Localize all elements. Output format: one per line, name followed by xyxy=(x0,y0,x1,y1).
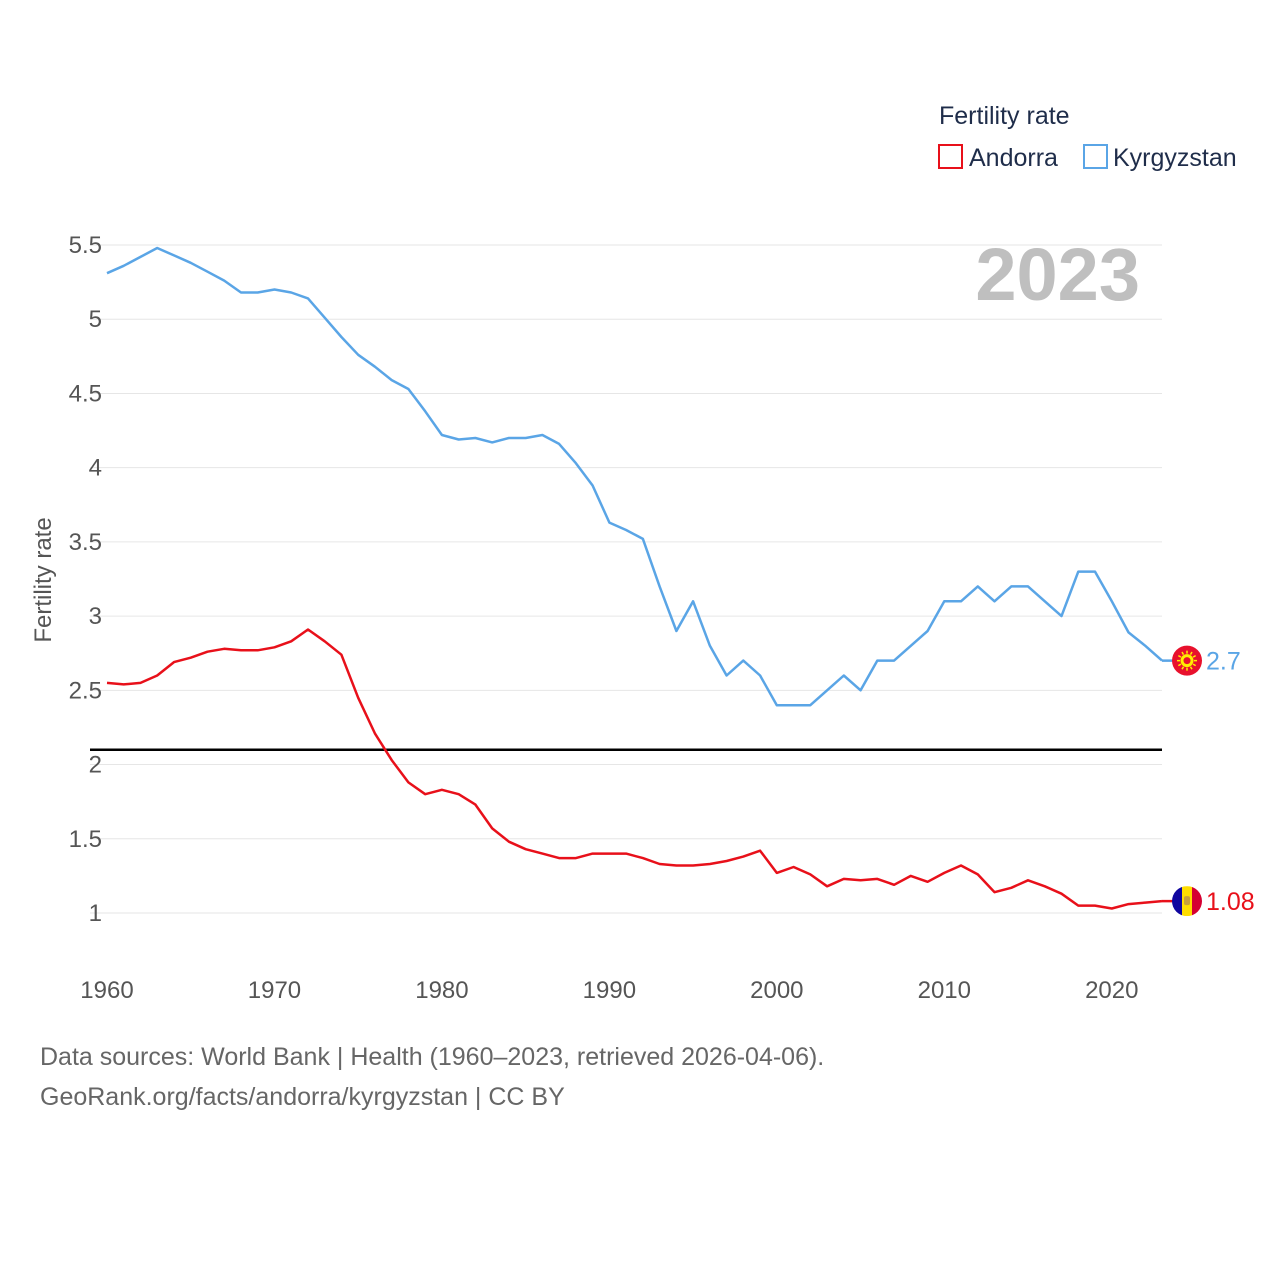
legend-swatch-andorra xyxy=(938,144,963,169)
x-tick-label: 2010 xyxy=(918,977,971,1004)
legend-item-andorra[interactable]: Andorra xyxy=(938,144,1058,172)
y-axis-ticks: 1 1.5 2 2.5 3 3.5 4 4.5 5 5.5 xyxy=(69,232,102,927)
footer-attribution: GeoRank.org/facts/andorra/kyrgyzstan | C… xyxy=(40,1083,565,1111)
footer-sources: Data sources: World Bank | Health (1960–… xyxy=(40,1043,825,1071)
legend-swatch-kyrgyzstan xyxy=(1083,144,1108,169)
legend: Fertility rate Andorra Kyrgyzstan xyxy=(938,102,1237,172)
end-value-label-andorra: 1.08 xyxy=(1206,888,1255,916)
series-line-andorra[interactable] xyxy=(106,628,1163,910)
legend-item-kyrgyzstan[interactable]: Kyrgyzstan xyxy=(1083,144,1237,172)
y-tick-label: 2.5 xyxy=(69,677,102,704)
y-tick-label: 3 xyxy=(89,603,102,630)
y-tick-label: 2 xyxy=(89,752,102,779)
y-tick-label: 5 xyxy=(89,306,102,333)
y-tick-label: 4 xyxy=(89,455,102,482)
legend-label-andorra: Andorra xyxy=(969,144,1058,172)
x-tick-label: 2000 xyxy=(750,977,803,1004)
legend-label-kyrgyzstan: Kyrgyzstan xyxy=(1113,144,1237,172)
kyrgyzstan-flag-icon xyxy=(1172,645,1202,676)
y-axis-label: Fertility rate xyxy=(30,517,57,642)
year-label: 2023 xyxy=(975,233,1140,316)
y-tick-label: 4.5 xyxy=(69,380,102,407)
series-line-kyrgyzstan[interactable] xyxy=(106,246,1163,707)
y-tick-label: 5.5 xyxy=(69,232,102,259)
andorra-flag-icon xyxy=(1172,886,1202,917)
x-tick-label: 1960 xyxy=(80,977,133,1004)
x-tick-label: 1990 xyxy=(583,977,636,1004)
legend-title: Fertility rate xyxy=(939,102,1070,130)
x-axis-ticks: 1960 1970 1980 1990 2000 2010 2020 xyxy=(80,977,1138,1004)
y-tick-label: 1 xyxy=(89,900,102,927)
y-tick-label: 1.5 xyxy=(69,826,102,853)
y-tick-label: 3.5 xyxy=(69,529,102,556)
x-tick-label: 1970 xyxy=(248,977,301,1004)
series-lines xyxy=(106,246,1163,910)
x-tick-label: 2020 xyxy=(1085,977,1138,1004)
series-end-markers: 1.08 2.7 xyxy=(1162,645,1255,917)
gridlines xyxy=(90,244,1162,914)
x-tick-label: 1980 xyxy=(415,977,468,1004)
end-value-label-kyrgyzstan: 2.7 xyxy=(1206,648,1241,676)
